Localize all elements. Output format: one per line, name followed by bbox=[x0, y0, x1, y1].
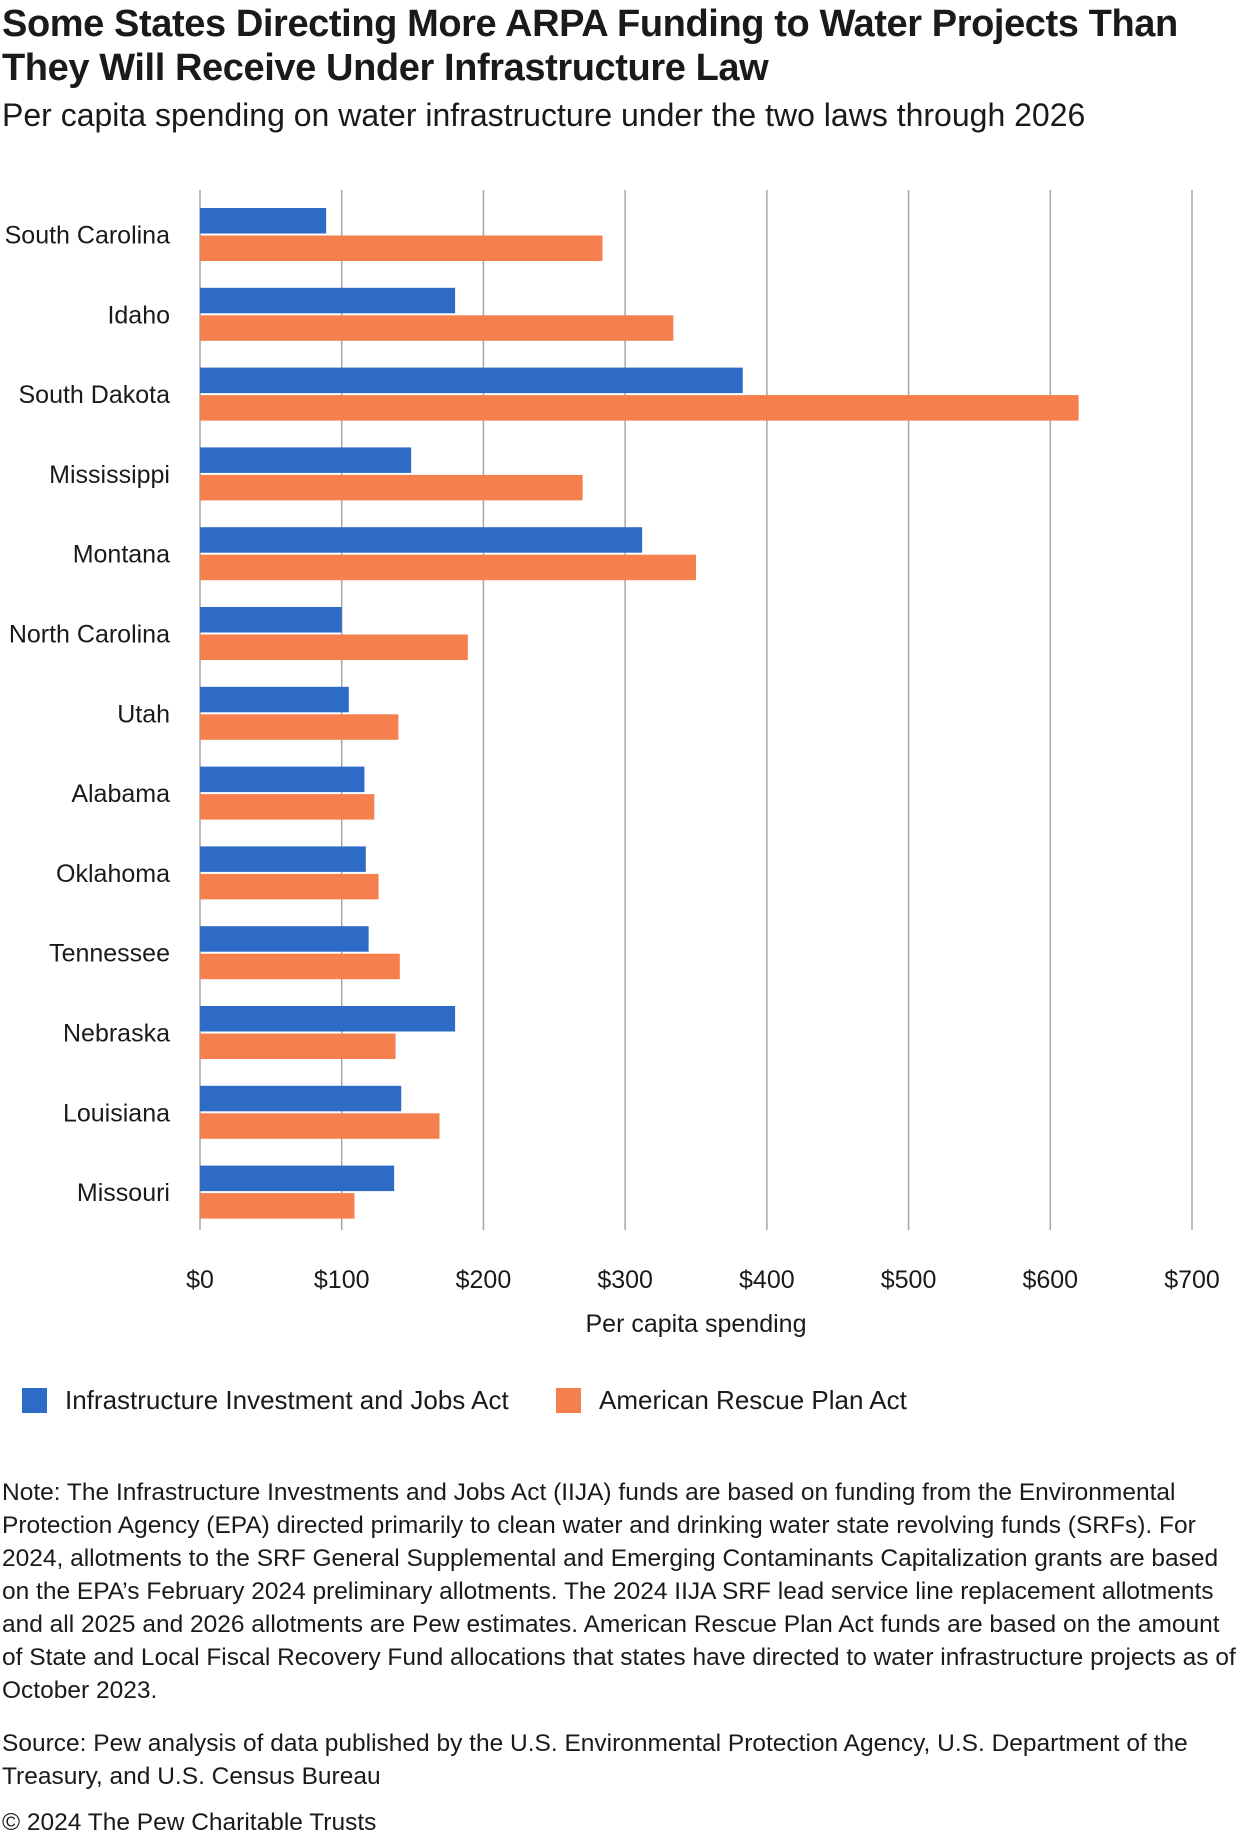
bar-iija bbox=[200, 208, 327, 234]
category-label: Louisiana bbox=[63, 1099, 170, 1127]
legend-label-iija: Infrastructure Investment and Jobs Act bbox=[65, 1385, 509, 1415]
legend-item-arpa: American Rescue Plan Act bbox=[556, 1385, 907, 1415]
copyright: © 2024 The Pew Charitable Trusts bbox=[2, 1809, 377, 1836]
category-label: Mississippi bbox=[49, 461, 170, 489]
x-axis-title: Per capita spending bbox=[586, 1310, 807, 1338]
bar-iija bbox=[200, 527, 643, 553]
chart-title: Some States Directing More ARPA Funding … bbox=[2, 3, 1178, 89]
category-label: Montana bbox=[73, 541, 170, 569]
bar-arpa bbox=[200, 873, 379, 900]
gridlines bbox=[199, 190, 1193, 1230]
bar-arpa bbox=[200, 1193, 355, 1219]
legend-label-arpa: American Rescue Plan Act bbox=[599, 1385, 907, 1415]
category-label: Idaho bbox=[107, 301, 170, 329]
bar-arpa bbox=[200, 1113, 440, 1139]
bar-arpa bbox=[200, 953, 400, 980]
category-label: Alabama bbox=[71, 780, 170, 808]
category-label: Oklahoma bbox=[56, 860, 170, 888]
x-tick-label: $0 bbox=[186, 1266, 214, 1294]
bar-iija bbox=[200, 686, 349, 713]
category-label: Utah bbox=[117, 700, 170, 728]
category-label: Tennessee bbox=[49, 940, 170, 968]
bar-iija bbox=[200, 607, 342, 633]
bar-iija bbox=[200, 846, 366, 872]
x-tick-label: $500 bbox=[881, 1266, 937, 1294]
x-tick-label: $400 bbox=[739, 1266, 795, 1294]
bar-arpa bbox=[200, 315, 674, 341]
bar-iija bbox=[200, 926, 369, 952]
chart-note: Note: The Infrastructure Investments and… bbox=[2, 1479, 1236, 1704]
bar-arpa bbox=[200, 794, 375, 820]
x-tick-labels: $0 $100 $200 $300 $400 $500 $600 $700 bbox=[186, 1266, 1220, 1294]
bar-chart: South Carolina Idaho South Dakota Mississip… bbox=[5, 190, 1220, 1338]
bar-arpa bbox=[200, 474, 583, 501]
category-labels: South Carolina Idaho South Dakota Mississip… bbox=[5, 222, 170, 1208]
legend-item-iija: Infrastructure Investment and Jobs Act bbox=[22, 1385, 509, 1415]
category-label: North Carolina bbox=[9, 621, 170, 649]
chart-subtitle: Per capita spending on water infrastruct… bbox=[2, 97, 1086, 133]
x-tick-label: $200 bbox=[456, 1266, 512, 1294]
bars bbox=[200, 208, 1079, 1219]
x-tick-label: $100 bbox=[314, 1266, 370, 1294]
category-label: Nebraska bbox=[63, 1020, 170, 1048]
bar-iija bbox=[200, 1006, 456, 1032]
bar-arpa bbox=[200, 395, 1079, 421]
bar-arpa bbox=[200, 554, 696, 581]
bar-arpa bbox=[200, 1033, 396, 1059]
bar-arpa bbox=[200, 235, 603, 261]
category-label: South Carolina bbox=[5, 222, 170, 250]
x-tick-label: $700 bbox=[1164, 1266, 1220, 1294]
bar-arpa bbox=[200, 634, 468, 660]
legend-swatch-arpa bbox=[556, 1388, 581, 1413]
bar-iija bbox=[200, 447, 412, 473]
x-tick-label: $600 bbox=[1022, 1266, 1078, 1294]
bar-arpa bbox=[200, 714, 399, 740]
x-tick-label: $300 bbox=[597, 1266, 653, 1294]
bar-iija bbox=[200, 1085, 402, 1112]
legend-swatch-iija bbox=[22, 1388, 47, 1413]
bar-iija bbox=[200, 367, 743, 394]
chart-source: Source: Pew analysis of data published b… bbox=[2, 1730, 1188, 1790]
bar-iija bbox=[200, 766, 365, 793]
category-label: South Dakota bbox=[19, 381, 171, 409]
category-label: Missouri bbox=[77, 1179, 170, 1207]
bar-iija bbox=[200, 1165, 395, 1192]
bar-iija bbox=[200, 287, 456, 314]
